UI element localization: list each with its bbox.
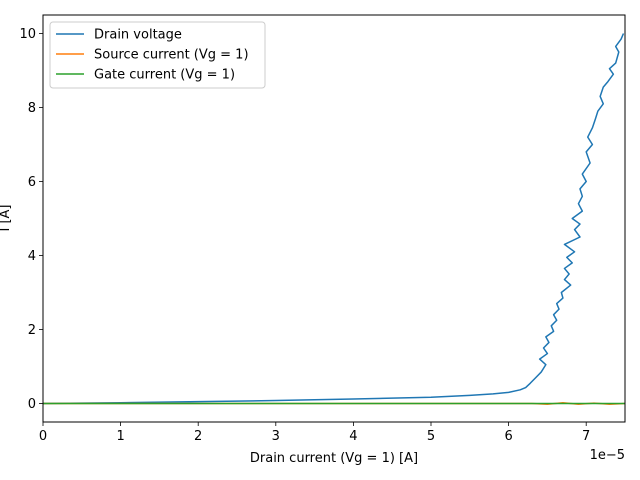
legend-items: Drain voltage Source current (Vg = 1) Gate… xyxy=(56,28,249,83)
legend: Drain voltage Source current (Vg = 1) Gate… xyxy=(49,21,266,89)
x-tick-label: 1 xyxy=(116,429,124,444)
plot-frame xyxy=(42,14,626,423)
series-line-1 xyxy=(43,33,625,405)
x-tick-label: 4 xyxy=(349,429,357,444)
x-axis-label: Drain current (Vg = 1) [A] xyxy=(250,451,418,466)
y-axis-label: I [A] xyxy=(0,204,13,231)
legend-label-3: Gate current (Vg = 1) xyxy=(94,68,235,83)
legend-label-1: Drain voltage xyxy=(94,28,182,43)
x-ticks: 0 1 2 3 4 5 6 7 xyxy=(39,422,590,444)
y-tick-label: 10 xyxy=(19,27,36,42)
x-tick-label: 5 xyxy=(427,429,435,444)
x-tick-label: 2 xyxy=(194,429,202,444)
legend-label-2: Source current (Vg = 1) xyxy=(94,48,249,63)
y-tick-label: 4 xyxy=(28,249,36,264)
y-ticks: 0 2 4 6 8 10 xyxy=(19,27,43,412)
x-tick-label: 3 xyxy=(272,429,280,444)
y-tick-label: 8 xyxy=(28,101,36,116)
x-tick-label: 7 xyxy=(582,429,590,444)
series-layer xyxy=(43,33,625,405)
y-tick-label: 2 xyxy=(28,323,36,338)
x-tick-label: 0 xyxy=(39,429,47,444)
y-tick-label: 0 xyxy=(28,397,36,412)
legend-frame xyxy=(49,21,266,89)
y-tick-label: 6 xyxy=(28,175,36,190)
x-offset-label: 1e−5 xyxy=(590,448,625,463)
x-tick-label: 6 xyxy=(504,429,512,444)
